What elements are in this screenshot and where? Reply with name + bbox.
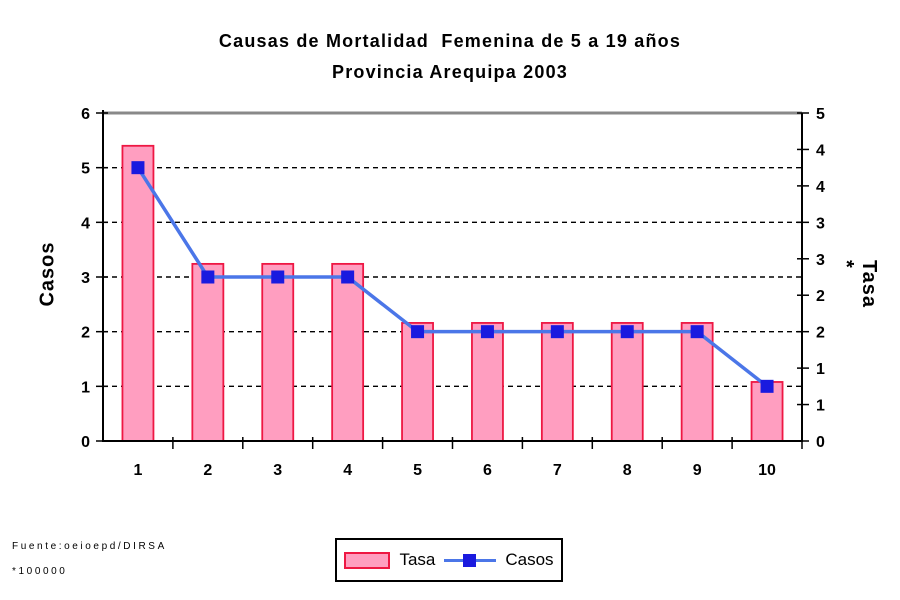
x-axis-tick-label: 2 (203, 462, 212, 479)
x-axis-tick-label: 3 (273, 462, 282, 479)
right-axis-tick-label: 1 (816, 361, 825, 378)
x-axis-tick-label: 5 (413, 462, 422, 479)
left-axis-tick-label: 3 (81, 270, 90, 287)
legend: Tasa Casos (335, 538, 563, 582)
right-axis-tick-label: 2 (816, 325, 825, 342)
right-axis-tick-label: 5 (816, 106, 825, 123)
left-axis-tick-label: 2 (81, 325, 90, 342)
right-axis-tick-label: 0 (816, 434, 825, 451)
x-axis-tick-label: 10 (758, 462, 776, 479)
left-axis-tick-label: 4 (81, 215, 90, 232)
casos-marker (131, 161, 145, 175)
casos-marker (690, 325, 704, 339)
x-axis-tick-label: 6 (483, 462, 492, 479)
right-axis-tick-label: 1 (816, 398, 825, 415)
right-axis-title: Tasa * (835, 259, 880, 309)
bar-tasa (121, 144, 155, 442)
left-axis-tick-label: 5 (81, 161, 90, 178)
right-axis-tick-label: 4 (816, 142, 825, 159)
chart-title-line1: Causas de Mortalidad Femenina de 5 a 19 … (218, 31, 682, 51)
bar-tasa (540, 322, 574, 442)
left-axis-tick-label: 1 (81, 379, 90, 396)
x-axis-tick-label: 7 (553, 462, 562, 479)
right-axis-tick-label: 3 (816, 215, 825, 232)
legend-casos-label: Casos (505, 550, 554, 569)
casos-marker (480, 325, 494, 339)
bar-tasa (261, 262, 295, 442)
casos-line (136, 166, 769, 388)
legend-line-marker-icon (463, 553, 477, 567)
bar-tasa (191, 262, 225, 442)
left-axis-tick-label: 0 (81, 434, 90, 451)
x-axis-tick-label: 8 (623, 462, 632, 479)
casos-marker (550, 325, 564, 339)
legend-tasa-bar-swatch (344, 551, 391, 569)
casos-marker (271, 270, 285, 284)
bar-tasa (750, 381, 784, 442)
bar-tasa (471, 322, 504, 442)
left-axis-tick-label: 6 (81, 106, 90, 123)
bar-tasa (680, 322, 714, 442)
source-note: Fuente:oeioepd/DIRSA (12, 541, 167, 552)
left-axis-title: Casos (36, 241, 59, 307)
casos-marker (201, 270, 215, 284)
right-axis-tick-label: 4 (816, 179, 825, 196)
chart-title: Causas de Mortalidad Femenina de 5 a 19 … (0, 26, 900, 88)
bar-tasa (610, 322, 644, 442)
casos-marker (341, 270, 355, 284)
casos-marker (411, 325, 425, 339)
legend-casos-line-swatch (444, 553, 497, 567)
right-axis-tick-label: 2 (816, 288, 825, 305)
legend-tasa-label: Tasa (399, 550, 436, 569)
x-axis-tick-label: 4 (343, 462, 352, 479)
x-axis-tick-label: 9 (693, 462, 702, 479)
rate-footnote: *100000 (12, 566, 68, 577)
bar-tasa (401, 322, 434, 442)
casos-marker (620, 325, 634, 339)
casos-marker (760, 379, 774, 393)
x-axis-tick-label: 1 (133, 462, 142, 479)
chart-title-line2: Provincia Arequipa 2003 (331, 62, 569, 82)
right-axis-tick-label: 3 (816, 252, 825, 269)
bar-tasa (331, 262, 365, 442)
